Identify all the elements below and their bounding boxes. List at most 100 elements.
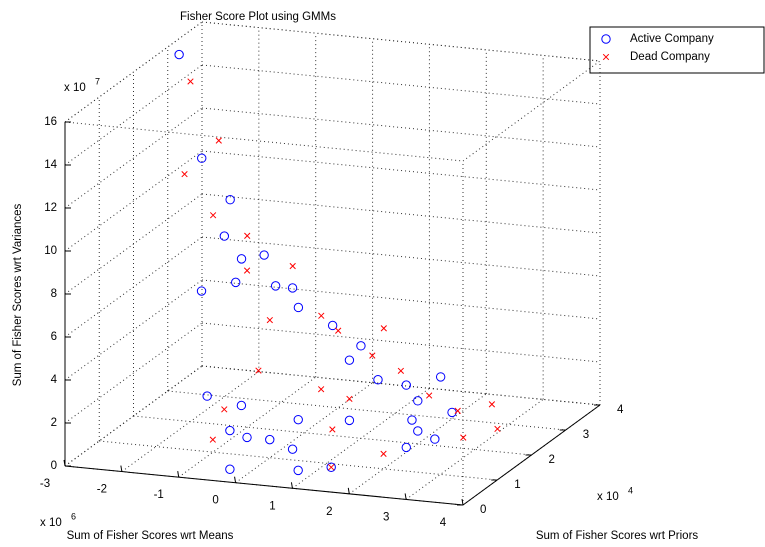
x-tick-label: 2: [326, 506, 332, 518]
box-edge: [462, 60, 601, 162]
box-edge: [201, 365, 601, 406]
data-point: [326, 462, 336, 472]
data-point: [413, 426, 423, 436]
data-point: [373, 375, 383, 385]
y-tick-label: 2: [549, 454, 555, 466]
data-point: [287, 283, 298, 293]
data-point: [259, 250, 269, 260]
data-point: [225, 195, 235, 205]
data-point: [236, 254, 247, 264]
grid-line: [64, 107, 203, 209]
data-point: [413, 396, 423, 406]
y-tick-label: 0: [480, 504, 486, 516]
grid-line: [64, 21, 203, 123]
grid-line: [64, 64, 203, 166]
legend-marker: [602, 53, 610, 61]
legend-box: [589, 26, 765, 74]
data-point: [225, 425, 235, 436]
x-tick: [120, 465, 123, 472]
x-tick-label: 4: [440, 517, 447, 529]
x-tick-label: -1: [154, 489, 164, 501]
z-tick-label: 8: [51, 288, 57, 300]
grid-line: [64, 322, 203, 424]
grid-line: [201, 150, 601, 191]
grid-line: [235, 382, 373, 484]
data-point: [293, 465, 303, 476]
axis-multiplier: x 10: [597, 491, 619, 503]
axis-multiplier-exp: 7: [95, 76, 100, 86]
data-point: [454, 407, 461, 414]
axis-multiplier-exp: 4: [628, 485, 633, 495]
data-point: [494, 425, 501, 433]
z-tick-label: 4: [51, 374, 58, 386]
data-point: [344, 355, 355, 365]
x-tick-label: -3: [40, 478, 50, 490]
grid-line: [201, 193, 601, 234]
data-point: [430, 434, 440, 444]
data-point: [460, 434, 467, 441]
data-point: [209, 212, 217, 219]
grid-line: [201, 21, 601, 62]
grid-line: [178, 376, 317, 478]
data-point: [380, 450, 387, 457]
data-point: [221, 406, 228, 413]
data-point: [270, 281, 281, 291]
data-point: [447, 407, 457, 418]
data-point: [397, 367, 405, 374]
x-axis-label: Sum of Fisher Scores wrt Means: [67, 530, 234, 542]
data-point: [225, 464, 235, 474]
x-tick: [404, 493, 407, 500]
data-point: [219, 231, 230, 241]
data-point: [356, 341, 366, 351]
data-point: [293, 302, 304, 313]
grid-line: [64, 193, 203, 295]
data-point: [328, 464, 335, 471]
data-point: [196, 286, 207, 296]
data-point: [401, 442, 411, 453]
grid-line: [201, 322, 601, 363]
data-point: [242, 432, 252, 443]
data-point: [488, 401, 496, 408]
axis-multiplier: x 10: [64, 82, 86, 94]
data-point: [187, 78, 194, 85]
x-tick: [177, 471, 180, 478]
box-edge: [201, 21, 601, 62]
legend-marker: [601, 34, 611, 44]
y-tick-label: 1: [514, 479, 520, 491]
x-tick-label: -2: [97, 484, 107, 496]
grid-line: [201, 236, 601, 277]
data-point: [215, 137, 222, 144]
legend-label: Active Company: [630, 33, 714, 45]
grid-line: [201, 64, 601, 105]
grid-line: [167, 390, 566, 431]
data-point: [209, 436, 216, 443]
x-tick: [461, 498, 464, 506]
grid-line: [405, 399, 544, 500]
data-point: [369, 352, 376, 359]
data-point: [335, 327, 342, 334]
chart-title: Fisher Score Plot using GMMs: [180, 11, 336, 23]
data-point: [318, 312, 325, 319]
data-point: [435, 372, 446, 382]
data-point: [327, 320, 338, 331]
grid-line: [64, 279, 203, 381]
z-tick-label: 16: [44, 116, 57, 128]
x-tick: [290, 482, 293, 489]
grid-line: [201, 365, 601, 406]
data-point: [426, 392, 433, 399]
x-axis-line: [64, 465, 464, 506]
z-axis-label: Sum of Fisher Scores wrt Variances: [12, 203, 24, 386]
data-point: [243, 267, 251, 274]
z-tick-label: 14: [44, 159, 57, 171]
grid-line: [64, 150, 203, 252]
data-point: [202, 391, 212, 401]
x-tick: [347, 487, 350, 494]
z-tick-label: 0: [51, 460, 57, 472]
data-point: [181, 171, 188, 178]
grid-line: [348, 393, 487, 495]
data-point: [407, 415, 417, 425]
z-tick-label: 6: [51, 331, 57, 343]
box-edge: [64, 121, 464, 162]
y-tick-label: 3: [583, 429, 589, 441]
